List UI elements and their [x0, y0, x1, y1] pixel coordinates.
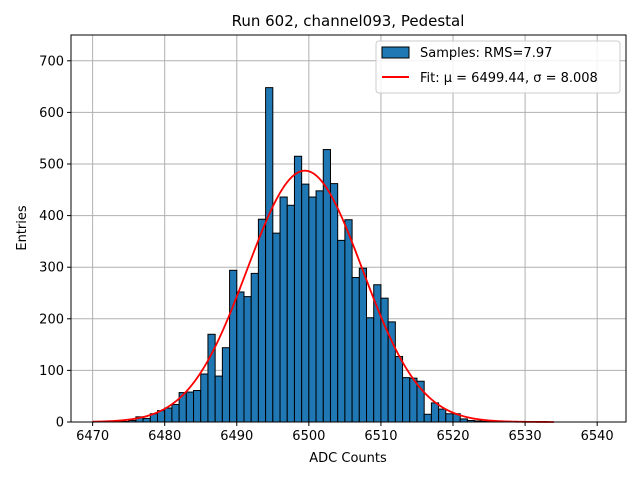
x-tick-label: 6530 — [509, 429, 542, 444]
x-tick-label: 6470 — [76, 429, 109, 444]
histogram-bar — [438, 408, 447, 423]
histogram-bar — [358, 267, 368, 423]
histogram-bar — [171, 403, 180, 423]
y-tick-label: 0 — [56, 416, 64, 431]
y-tick-label: 700 — [39, 54, 64, 69]
histogram-bar — [293, 155, 303, 423]
histogram-bars — [106, 87, 512, 423]
histogram-bar — [394, 355, 404, 423]
chart-title: Run 602, channel093, Pedestal — [232, 12, 465, 30]
histogram-bar — [445, 413, 454, 423]
legend-histogram-label: Samples: RMS=7.97 — [420, 46, 552, 61]
legend-fit-label: Fit: μ = 6499.44, σ = 8.008 — [420, 71, 598, 86]
histogram-bar — [322, 149, 331, 423]
histogram-bar — [265, 87, 274, 423]
legend-box — [375, 40, 621, 94]
axes-frame — [70, 34, 627, 423]
histogram-bar — [366, 317, 375, 423]
histogram-bar — [272, 232, 281, 423]
histogram-bar — [193, 390, 202, 423]
legend-histogram-swatch — [381, 46, 410, 59]
y-tick-label: 400 — [39, 209, 64, 224]
histogram-bar — [236, 291, 245, 423]
histogram-bar — [221, 347, 231, 423]
histogram-bar — [351, 277, 360, 423]
ticks-layer: 6470 6480 6490 6500 6510 6520 6530 6540 0 100 200 3… — [39, 54, 614, 444]
histogram-bar — [185, 391, 195, 423]
x-tick-label: 6480 — [148, 429, 181, 444]
histogram-bar — [200, 373, 209, 423]
x-tick-label: 6490 — [220, 429, 253, 444]
x-tick-label: 6510 — [364, 429, 397, 444]
histogram-bar — [257, 218, 267, 423]
histogram-bar — [409, 377, 418, 423]
histogram-bar — [308, 196, 317, 423]
grid-layer — [71, 35, 626, 423]
x-tick-label: 6540 — [581, 429, 614, 444]
histogram-bar — [402, 377, 411, 423]
histogram-bar — [301, 183, 310, 423]
histogram-bar — [430, 402, 440, 423]
gaussian-fit-curve — [92, 169, 554, 423]
y-tick-label: 200 — [39, 312, 64, 327]
histogram-bar — [142, 417, 151, 423]
y-tick-label: 300 — [39, 261, 64, 276]
x-axis-label: ADC Counts — [309, 451, 387, 466]
histogram-bar — [243, 296, 252, 423]
histogram-bar — [423, 413, 432, 423]
y-tick-label: 100 — [39, 364, 64, 379]
histogram-bar — [214, 375, 223, 423]
x-tick-label: 6500 — [292, 429, 325, 444]
histogram-bar — [229, 269, 238, 423]
histogram-bar — [286, 204, 295, 423]
y-axis-label: Entries — [15, 205, 30, 251]
histogram-bar — [164, 407, 173, 423]
histogram-bar — [250, 272, 259, 423]
histogram-bar — [279, 196, 288, 423]
legend: Samples: RMS=7.97 Fit: μ = 6499.44, σ = … — [375, 40, 621, 94]
histogram-bar — [373, 284, 382, 423]
histogram-bar — [344, 219, 353, 423]
histogram-bar — [337, 239, 346, 423]
x-tick-label: 6520 — [436, 429, 469, 444]
histogram-bar — [380, 297, 389, 423]
fit-curve-layer — [92, 169, 554, 423]
histogram-bar — [329, 183, 339, 423]
y-tick-label: 600 — [39, 106, 64, 121]
histogram-bar — [315, 190, 324, 423]
y-tick-label: 500 — [39, 158, 64, 173]
